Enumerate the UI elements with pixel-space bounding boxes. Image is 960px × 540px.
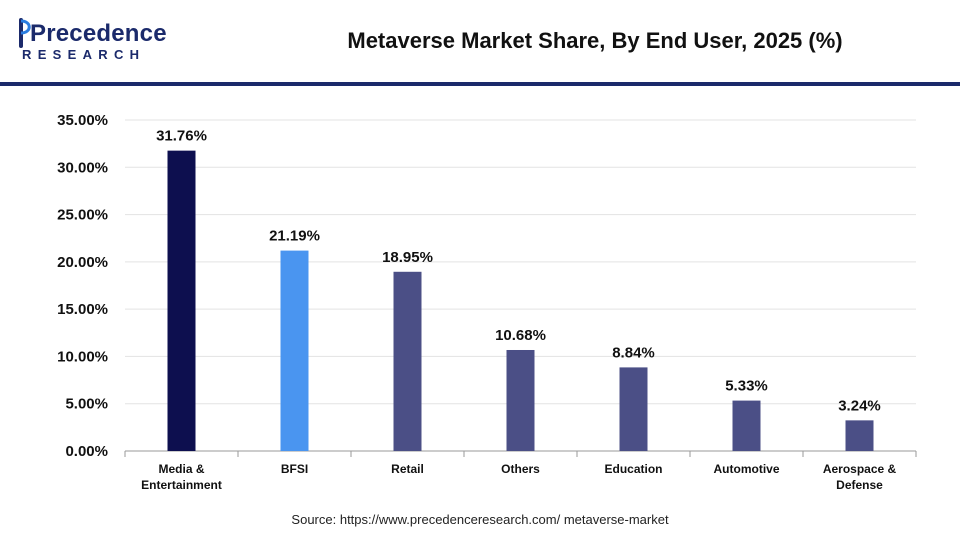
header-divider [0,82,960,86]
x-tick-label: BFSI [281,462,308,476]
y-tick-label: 10.00% [57,348,108,365]
y-tick-label: 5.00% [65,396,108,413]
x-tick-label: Media & Entertainment [141,462,222,492]
data-label: 10.68% [495,327,546,344]
bar [506,349,535,451]
data-label: 21.19% [269,228,320,245]
bar [393,271,422,451]
bar [732,400,761,451]
y-tick-label: 20.00% [57,254,108,271]
header: Precedence RESEARCH Metaverse Market Sha… [0,0,960,82]
bar [280,250,309,451]
logo-main-text: Precedence [30,20,167,47]
data-label: 8.84% [612,344,655,361]
data-label: 3.24% [838,397,881,414]
x-tick-label: Aerospace & Defense [823,462,897,492]
data-label: 31.76% [156,128,207,145]
x-tick-label: Retail [391,462,424,476]
logo-sub-text: RESEARCH [22,47,146,62]
y-tick-label: 0.00% [65,443,108,460]
logo-mark-icon [19,18,31,48]
bar-chart: 0.00% 5.00% 10.00% 15.00% 20.00% 25.00% 30.00%… [57,112,917,492]
data-label: 5.33% [725,378,768,395]
x-tick-label: Automotive [714,462,780,476]
bar [845,420,874,451]
chart-title: Metaverse Market Share, By End User, 202… [347,28,843,53]
x-tick-label: Others [501,462,540,476]
y-tick-label: 35.00% [57,112,108,129]
chart-area: 0.00% 5.00% 10.00% 15.00% 20.00% 25.00% 30.00%… [0,86,960,540]
y-tick-label: 15.00% [57,301,108,318]
y-tick-label: 30.00% [57,159,108,176]
x-tick-label: Education [604,462,662,476]
source-note: Source: https://www.precedenceresearch.c… [291,512,669,527]
data-label: 18.95% [382,249,433,266]
brand-logo[interactable]: Precedence RESEARCH [18,14,168,66]
y-tick-label: 25.00% [57,207,108,224]
bar [167,150,196,451]
bar [619,367,648,451]
